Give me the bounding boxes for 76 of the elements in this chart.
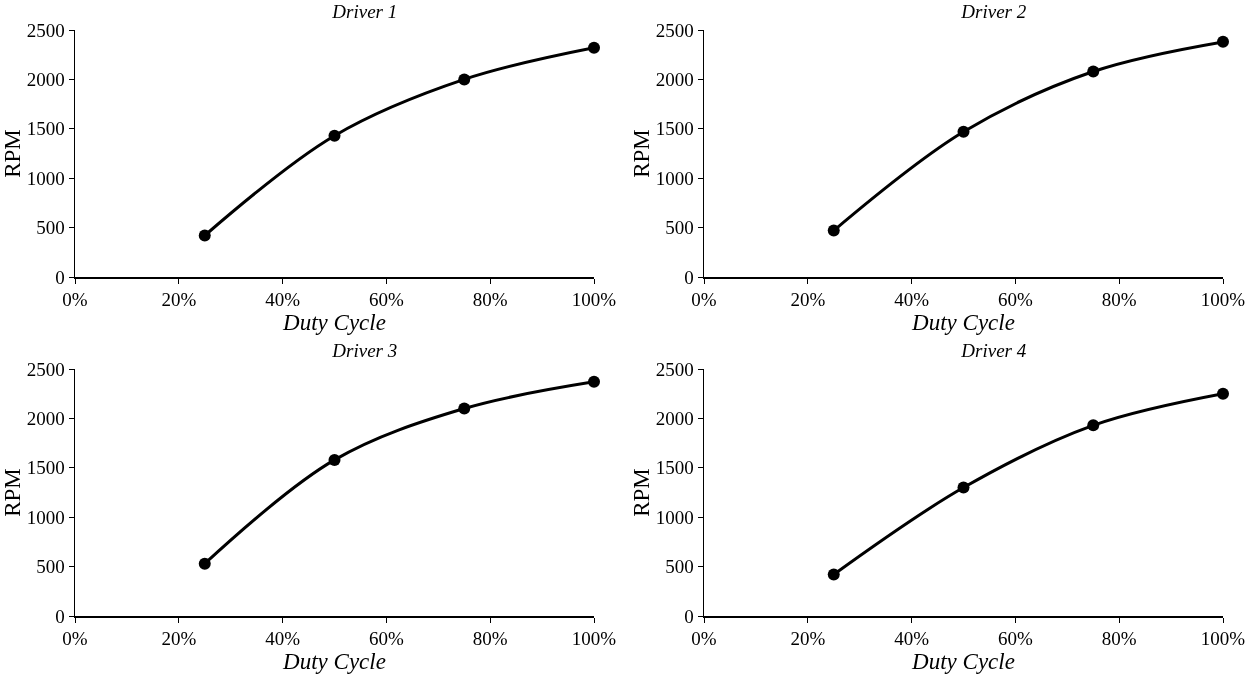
y-tick-label: 2000 [26, 69, 65, 91]
x-axis-title: Duty Cycle [911, 649, 1015, 675]
x-tick-label: 40% [265, 628, 301, 650]
x-tick-label: 0% [691, 628, 717, 650]
y-tick-label: 2500 [26, 358, 65, 380]
x-tick-label: 60% [997, 289, 1033, 311]
x-tick-label: 100% [1200, 289, 1246, 311]
y-tick-label: 0 [684, 605, 694, 627]
point [1087, 419, 1100, 432]
chart-title: Driver 3 [331, 340, 398, 362]
chart-title: Driver 1 [331, 1, 398, 23]
y-tick-label: 2500 [655, 358, 694, 380]
point [458, 73, 471, 86]
y-tick-label: 0 [55, 266, 65, 288]
y-tick-label: 500 [665, 217, 694, 239]
point [588, 375, 600, 388]
x-tick-label: 40% [894, 628, 930, 650]
x-tick-label: 100% [1200, 628, 1246, 650]
y-tick-label: 1000 [655, 167, 694, 189]
y-tick-label: 2500 [26, 19, 65, 41]
y-tick-label: 1500 [655, 118, 694, 140]
x-tick-label: 20% [790, 289, 826, 311]
y-tick-label: 1500 [655, 457, 694, 479]
x-axis-title: Duty Cycle [911, 310, 1015, 336]
y-axis-title: RPM [0, 129, 25, 178]
point [458, 402, 471, 415]
point [827, 224, 840, 237]
point [1087, 65, 1100, 78]
x-tick-label: 60% [997, 628, 1033, 650]
point [827, 568, 840, 581]
y-tick-label: 1500 [26, 457, 65, 479]
y-axis-title: RPM [629, 129, 654, 178]
y-tick-label: 1000 [26, 167, 65, 189]
point [328, 453, 341, 466]
y-tick-label: 2500 [655, 19, 694, 41]
x-tick-label: 0% [62, 289, 88, 311]
x-tick-label: 20% [790, 628, 826, 650]
x-axis-title: Duty Cycle [282, 310, 386, 336]
point [957, 125, 970, 138]
x-tick-label: 20% [161, 628, 197, 650]
y-tick-label: 2000 [655, 408, 694, 430]
x-tick-label: 100% [571, 289, 617, 311]
x-tick-label: 40% [265, 289, 301, 311]
x-tick-label: 0% [62, 628, 88, 650]
point [1217, 387, 1229, 400]
x-tick-label: 0% [691, 289, 717, 311]
x-tick-label: 60% [368, 289, 404, 311]
chart-title: Driver 2 [960, 1, 1027, 23]
x-axis-title: Duty Cycle [282, 649, 386, 675]
y-tick-label: 2000 [655, 69, 694, 91]
point [588, 41, 600, 54]
y-tick-label: 0 [55, 605, 65, 627]
point [957, 481, 970, 494]
y-tick-label: 1000 [655, 506, 694, 528]
y-tick-label: 500 [36, 217, 65, 239]
x-tick-label: 80% [472, 289, 508, 311]
x-tick-label: 100% [571, 628, 617, 650]
y-tick-label: 2000 [26, 408, 65, 430]
chart-title: Driver 4 [960, 340, 1027, 362]
y-axis-title: RPM [629, 468, 654, 517]
y-tick-label: 0 [684, 266, 694, 288]
x-tick-label: 20% [161, 289, 197, 311]
y-axis-title: RPM [0, 468, 25, 517]
x-tick-label: 40% [894, 289, 930, 311]
point [1217, 35, 1229, 48]
x-tick-label: 80% [1101, 289, 1137, 311]
point [328, 129, 341, 142]
point [198, 557, 211, 570]
x-tick-label: 80% [472, 628, 508, 650]
x-tick-label: 80% [1101, 628, 1137, 650]
point [198, 229, 211, 242]
y-tick-label: 1500 [26, 118, 65, 140]
y-tick-label: 1000 [26, 506, 65, 528]
x-tick-label: 60% [368, 628, 404, 650]
y-tick-label: 500 [665, 556, 694, 578]
y-tick-label: 500 [36, 556, 65, 578]
